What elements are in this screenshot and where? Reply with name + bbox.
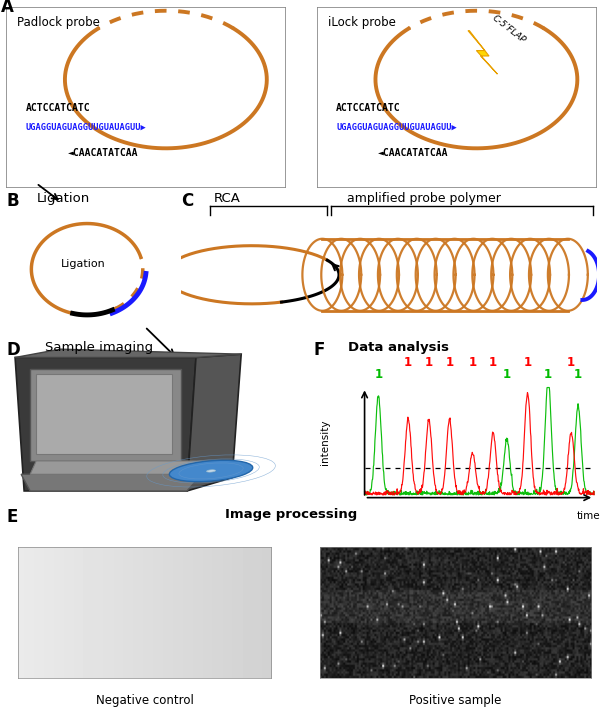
Text: D: D [6,341,20,359]
Text: F: F [314,341,325,359]
Polygon shape [30,461,217,474]
FancyBboxPatch shape [30,369,181,461]
Text: Padlock probe: Padlock probe [17,16,100,29]
Text: Image processing: Image processing [225,508,357,521]
Text: ACTCCATCATC: ACTCCATCATC [26,103,90,113]
Text: C: C [181,192,193,209]
Text: 1: 1 [425,356,433,368]
Ellipse shape [207,470,215,472]
Text: ACTCCATCATC: ACTCCATCATC [336,103,401,113]
Text: intensity: intensity [320,420,330,465]
Text: C-5’FLAP: C-5’FLAP [490,13,527,45]
Polygon shape [21,474,202,491]
Text: 1: 1 [544,368,552,381]
Text: Ligation: Ligation [62,258,106,268]
FancyBboxPatch shape [317,7,597,188]
Text: 1: 1 [523,356,532,368]
Text: time: time [576,511,600,521]
Text: Positive sample: Positive sample [409,694,502,707]
Text: B: B [6,192,19,209]
Text: UGAGGUAGUAGGUUGUAUAGUU▶: UGAGGUAGUAGGUUGUAUAGUU▶ [26,123,147,132]
Text: 1: 1 [489,356,497,368]
Polygon shape [468,31,497,74]
Text: UGAGGUAGUAGGUUGUAUAGUU▶: UGAGGUAGUAGGUUGUAUAGUU▶ [336,123,457,132]
Text: 1: 1 [446,356,453,368]
Text: ◄CAACATATCAA: ◄CAACATATCAA [68,148,138,158]
Text: iLock probe: iLock probe [328,16,396,29]
Text: 1: 1 [567,356,575,368]
Text: 1: 1 [503,368,511,381]
Text: E: E [6,508,17,526]
Text: Sample imaging: Sample imaging [45,341,153,354]
Text: ◄CAACATATCAA: ◄CAACATATCAA [378,148,449,158]
Text: Data analysis: Data analysis [347,341,449,354]
Polygon shape [15,358,196,491]
Text: 1: 1 [374,368,382,381]
FancyBboxPatch shape [36,374,172,454]
FancyBboxPatch shape [6,7,286,188]
Polygon shape [15,349,241,358]
Text: A: A [1,0,13,16]
Text: Negative control: Negative control [96,694,194,707]
Text: Ligation: Ligation [36,192,90,204]
Ellipse shape [169,460,253,481]
Text: amplified probe polymer: amplified probe polymer [347,192,501,204]
Text: 1: 1 [574,368,582,381]
Text: 1: 1 [404,356,412,368]
Text: RCA: RCA [214,192,241,204]
Polygon shape [187,354,241,491]
Text: 1: 1 [469,356,476,368]
